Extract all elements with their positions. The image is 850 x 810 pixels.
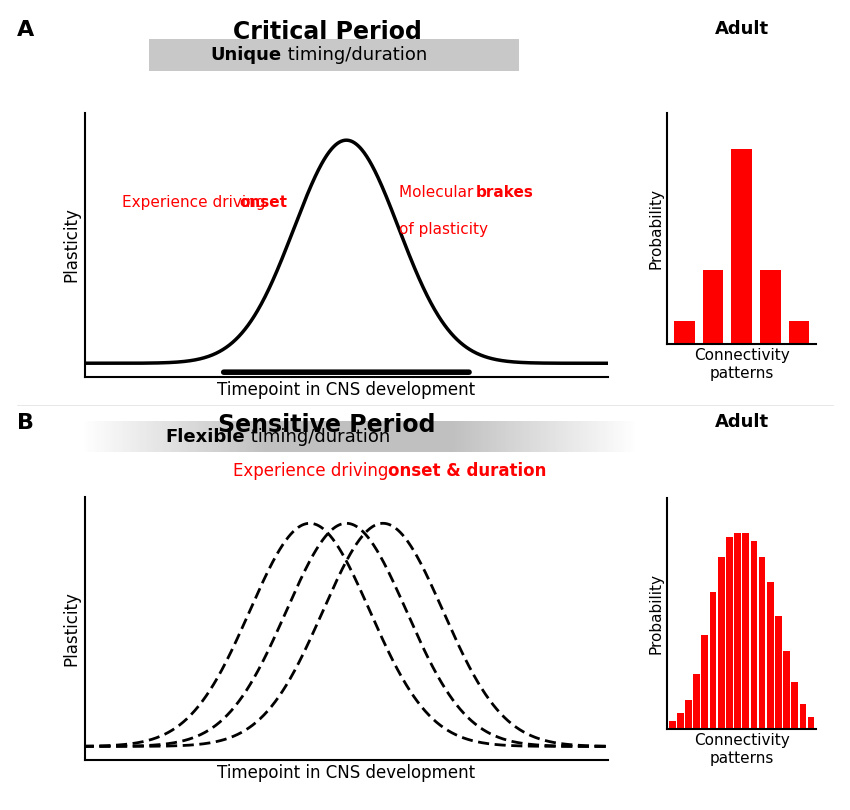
Bar xyxy=(669,721,676,729)
Bar xyxy=(731,148,752,344)
Text: onset & duration: onset & duration xyxy=(388,463,547,480)
Y-axis label: Probability: Probability xyxy=(648,573,663,654)
Bar xyxy=(703,270,723,344)
Bar xyxy=(791,682,798,729)
Bar xyxy=(718,556,724,729)
Bar xyxy=(674,321,694,344)
Bar xyxy=(694,674,700,729)
Bar xyxy=(789,321,809,344)
Y-axis label: Plasticity: Plasticity xyxy=(63,207,81,283)
Bar xyxy=(710,592,717,729)
Text: B: B xyxy=(17,413,34,433)
Bar xyxy=(677,714,683,729)
Bar xyxy=(742,533,749,729)
Y-axis label: Probability: Probability xyxy=(648,189,663,269)
Text: Critical Period: Critical Period xyxy=(233,20,422,45)
X-axis label: Connectivity
patterns: Connectivity patterns xyxy=(694,733,790,765)
Text: timing/duration: timing/duration xyxy=(245,428,390,446)
Text: Experience driving: Experience driving xyxy=(122,195,270,211)
Text: Sensitive Period: Sensitive Period xyxy=(218,413,436,437)
Text: Adult: Adult xyxy=(715,20,769,38)
Bar xyxy=(734,533,741,729)
Bar xyxy=(685,700,692,729)
Y-axis label: Plasticity: Plasticity xyxy=(63,590,81,666)
X-axis label: Connectivity
patterns: Connectivity patterns xyxy=(694,348,790,381)
Text: brakes: brakes xyxy=(476,185,534,200)
Text: Molecular: Molecular xyxy=(399,185,478,200)
Bar xyxy=(783,650,790,729)
Text: A: A xyxy=(17,20,34,40)
Text: onset: onset xyxy=(239,195,287,211)
Bar xyxy=(767,582,774,729)
Text: of plasticity: of plasticity xyxy=(399,222,488,237)
Bar xyxy=(759,556,765,729)
Text: timing/duration: timing/duration xyxy=(282,46,427,64)
Bar xyxy=(751,541,757,729)
X-axis label: Timepoint in CNS development: Timepoint in CNS development xyxy=(218,381,475,399)
Bar xyxy=(808,718,814,729)
Text: Adult: Adult xyxy=(715,413,769,431)
Text: Flexible: Flexible xyxy=(166,428,245,446)
Text: Unique: Unique xyxy=(211,46,282,64)
Bar xyxy=(760,270,780,344)
Bar xyxy=(800,704,807,729)
Bar xyxy=(726,537,733,729)
Text: Experience driving: Experience driving xyxy=(233,463,394,480)
Bar xyxy=(775,616,782,729)
Bar xyxy=(701,635,708,729)
X-axis label: Timepoint in CNS development: Timepoint in CNS development xyxy=(218,764,475,782)
